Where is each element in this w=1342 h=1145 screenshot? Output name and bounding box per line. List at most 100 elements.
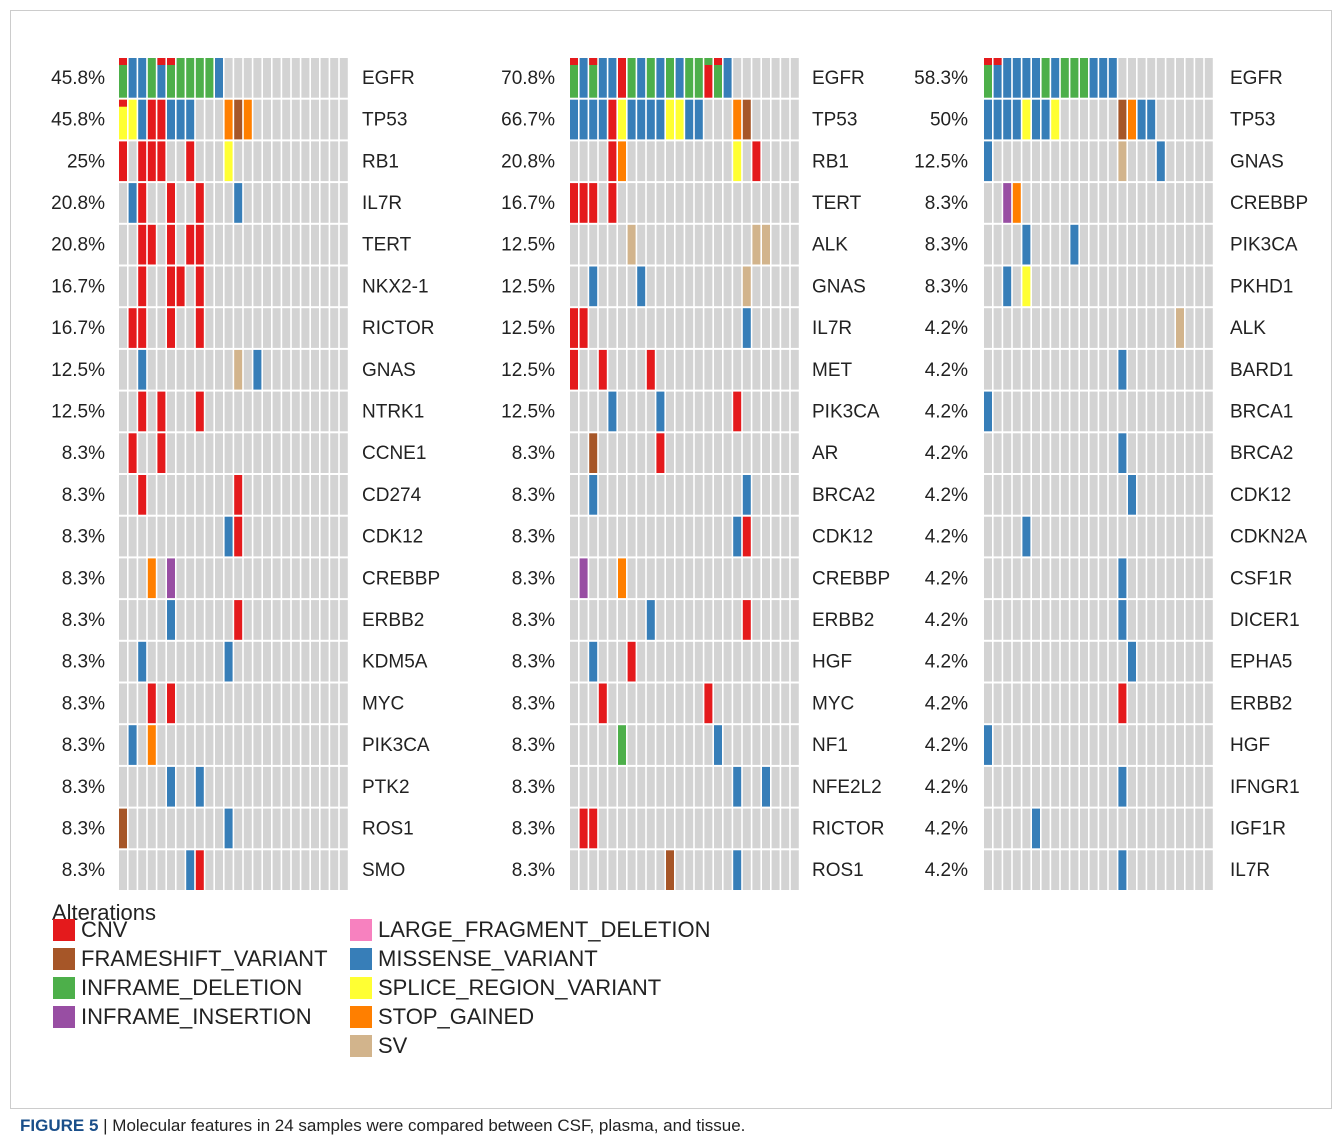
alteration-cell [128,308,137,348]
legend-swatch [350,948,372,970]
empty-cell [1051,850,1060,890]
empty-cell [723,308,732,348]
empty-cell [1070,600,1079,640]
alteration-cell [1022,266,1031,307]
percent-label: 16.7% [51,318,105,339]
empty-cell [1060,308,1069,348]
empty-cell [704,850,713,890]
percent-label: 8.3% [62,610,105,631]
empty-cell [704,600,713,640]
alteration-cell [589,475,598,515]
empty-cell [1032,224,1040,265]
empty-cell [311,224,319,265]
alteration-cell [733,141,742,182]
empty-cell [1195,391,1204,432]
alteration-cell [1003,183,1012,223]
empty-cell [147,308,156,348]
alteration-cell [1060,58,1069,98]
empty-cell [1156,475,1165,515]
empty-cell [1156,349,1165,390]
empty-cell [1070,183,1079,223]
empty-cell [1156,808,1165,849]
alteration-cell [618,725,626,765]
empty-cell [301,850,310,890]
empty-cell [1060,558,1069,599]
empty-cell [1108,850,1117,890]
empty-cell [1099,183,1108,223]
alteration-cell [195,183,204,223]
empty-cell [330,349,339,390]
percent-label: 45.8% [51,68,105,89]
empty-cell [646,766,655,807]
empty-cell [205,850,214,890]
empty-cell [1022,641,1031,682]
percent-label: 12.5% [501,318,555,339]
percent-label: 4.2% [925,652,968,673]
empty-cell [714,558,722,599]
percent-label: 8.3% [512,527,555,548]
percent-label: 4.2% [925,610,968,631]
empty-cell [694,808,703,849]
empty-cell [291,516,300,557]
empty-cell [1089,850,1098,890]
empty-cell [618,349,626,390]
alteration-cell [1128,641,1136,682]
alteration-cell [656,99,665,140]
empty-cell [1070,766,1079,807]
empty-cell [205,475,214,515]
empty-cell [589,224,598,265]
alteration-cell [694,99,703,140]
empty-cell [234,641,243,682]
empty-cell [128,600,137,640]
alteration-cell [234,183,243,223]
empty-cell [1166,433,1175,473]
empty-cell [138,683,147,724]
empty-cell [579,850,588,890]
empty-cell [272,725,281,765]
empty-cell [128,266,137,307]
alteration-cell [1176,308,1184,348]
empty-cell [282,516,291,557]
empty-cell [608,266,617,307]
gene-label: MET [812,360,853,381]
empty-cell [1185,433,1194,473]
percent-label: 8.3% [62,485,105,506]
empty-cell [195,433,204,473]
alteration-cell [195,224,204,265]
empty-cell [733,475,742,515]
alteration-cell [128,183,137,223]
empty-cell [993,308,1002,348]
empty-cell [311,808,319,849]
alteration-cell [1128,99,1136,140]
empty-cell [1022,391,1031,432]
empty-cell [742,850,751,890]
empty-cell [320,766,329,807]
empty-cell [1195,183,1204,223]
empty-cell [1166,808,1175,849]
empty-cell [637,224,646,265]
empty-cell [984,641,992,682]
empty-cell [675,725,684,765]
percent-label: 8.3% [512,693,555,714]
empty-cell [1176,516,1184,557]
empty-cell [993,433,1002,473]
empty-cell [1128,183,1136,223]
percent-label: 4.2% [925,860,968,881]
empty-cell [1185,58,1194,98]
alteration-cell [589,99,598,140]
empty-cell [138,600,147,640]
empty-cell [1147,224,1156,265]
empty-cell [1176,683,1184,724]
empty-cell [570,600,578,640]
empty-cell [176,433,185,473]
empty-cell [589,308,598,348]
empty-cell [1156,766,1165,807]
empty-cell [742,433,751,473]
empty-cell [291,850,300,890]
empty-cell [589,558,598,599]
empty-cell [215,224,223,265]
empty-cell [714,683,722,724]
empty-cell [608,850,617,890]
empty-cell [128,391,137,432]
empty-cell [243,349,252,390]
